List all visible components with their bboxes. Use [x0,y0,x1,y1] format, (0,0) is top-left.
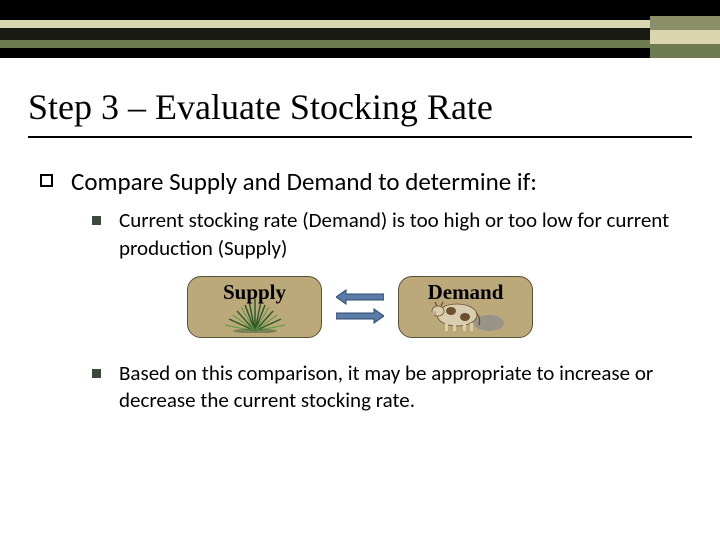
bullet-solid-square-icon [92,216,101,225]
decorative-top-band [0,0,720,58]
lvl2-text: Based on this comparison, it may be appr… [119,360,680,415]
lvl2-text: Current stocking rate (Demand) is too hi… [119,207,680,262]
demand-label: Demand [428,280,504,305]
supply-label: Supply [223,280,286,305]
bidirectional-arrows-icon [336,289,384,324]
supply-box: Supply [187,276,322,338]
list-item: Current stocking rate (Demand) is too hi… [92,207,680,262]
list-item: Based on this comparison, it may be appr… [92,360,680,415]
list-item: Compare Supply and Demand to determine i… [40,166,680,197]
slide-content: Compare Supply and Demand to determine i… [0,148,720,414]
demand-box: Demand [398,276,533,338]
bullet-open-square-icon [40,174,53,187]
lvl1-text: Compare Supply and Demand to determine i… [71,166,537,197]
slide-title: Step 3 – Evaluate Stocking Rate [28,86,692,138]
bullet-solid-square-icon [92,369,101,378]
supply-demand-diagram: Supply [40,276,680,338]
decorative-corner-block [650,16,720,58]
